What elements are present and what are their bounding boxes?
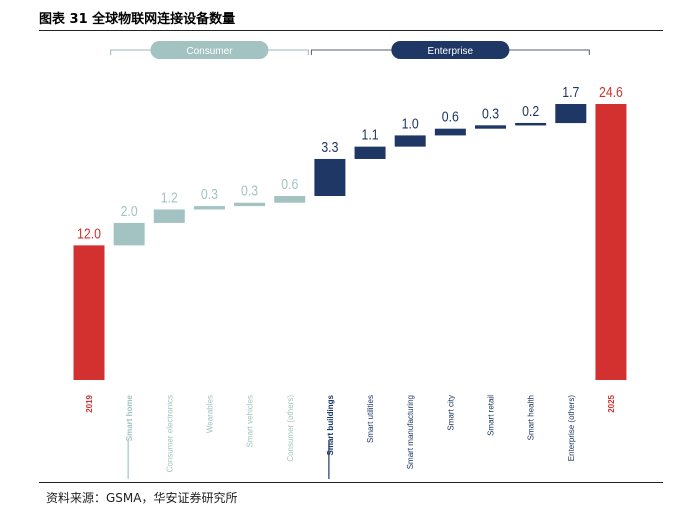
bar-smart-city bbox=[434, 128, 466, 136]
category-label-wearables: Wearables bbox=[205, 395, 214, 433]
title-rule bbox=[39, 30, 663, 31]
value-label-smart-retail: 0.3 bbox=[482, 105, 499, 121]
category-label-smart-vehicles: Smart vehicles bbox=[246, 395, 255, 447]
value-label-smart-buildings: 3.3 bbox=[321, 139, 338, 155]
category-label-enterprise-others: Enterprise (others) bbox=[567, 395, 576, 462]
source-rule bbox=[39, 482, 663, 483]
enterprise-group-label: Enterprise bbox=[428, 46, 474, 57]
bar-smart-home bbox=[113, 222, 145, 246]
category-label-smart-health: Smart health bbox=[527, 395, 536, 440]
category-label-2025: 2025 bbox=[607, 394, 616, 412]
value-label-smart-utilities: 1.1 bbox=[362, 127, 379, 143]
value-label-2019: 12.0 bbox=[77, 225, 101, 241]
consumer-group-pill bbox=[150, 41, 269, 59]
value-label-2025: 24.6 bbox=[599, 84, 623, 100]
category-label-2019: 2019 bbox=[85, 394, 94, 412]
bar-smart-utilities bbox=[354, 146, 386, 159]
bar-consumer-electronics bbox=[153, 209, 185, 223]
category-label-smart-home: Smart home bbox=[125, 394, 134, 441]
bar-smart-buildings bbox=[314, 158, 346, 196]
bar-smart-retail bbox=[475, 125, 506, 129]
category-label-smart-manufacturing: Smart manufacturing bbox=[406, 395, 415, 469]
bar-smart-vehicles bbox=[234, 202, 266, 207]
category-label-consumer-electronics: Consumer electronics bbox=[165, 395, 174, 472]
bar-enterprise-others bbox=[555, 104, 587, 124]
bar-2019 bbox=[73, 245, 105, 380]
bar-smart-manufacturing bbox=[394, 135, 426, 147]
bar-wearables bbox=[193, 206, 225, 210]
category-label-smart-city: Smart city bbox=[446, 395, 455, 431]
value-label-enterprise-others: 1.7 bbox=[562, 84, 579, 100]
value-label-smart-city: 0.6 bbox=[442, 109, 459, 125]
category-label-smart-utilities: Smart utilities bbox=[366, 395, 375, 443]
bar-consumer-others bbox=[274, 196, 306, 203]
value-label-consumer-electronics: 1.2 bbox=[161, 189, 178, 205]
category-label-smart-buildings: Smart buildings bbox=[326, 394, 335, 455]
value-label-wearables: 0.3 bbox=[201, 186, 218, 202]
figure-title: 图表 31 全球物联网连接设备数量 bbox=[39, 12, 236, 27]
source-note: 资料来源：GSMA，华安证券研究所 bbox=[46, 491, 238, 505]
value-label-consumer-others: 0.6 bbox=[281, 176, 298, 192]
enterprise-group-pill bbox=[391, 41, 510, 59]
category-label-consumer-others: Consumer (others) bbox=[286, 395, 295, 462]
category-label-smart-retail: Smart retail bbox=[487, 395, 496, 436]
value-label-smart-home: 2.0 bbox=[121, 203, 138, 219]
bar-smart-health bbox=[515, 122, 547, 126]
value-label-smart-vehicles: 0.3 bbox=[241, 183, 258, 199]
value-label-smart-manufacturing: 1.0 bbox=[402, 115, 419, 131]
consumer-group-label: Consumer bbox=[186, 46, 233, 57]
value-label-smart-health: 0.2 bbox=[522, 103, 539, 119]
bar-2025 bbox=[595, 104, 627, 380]
